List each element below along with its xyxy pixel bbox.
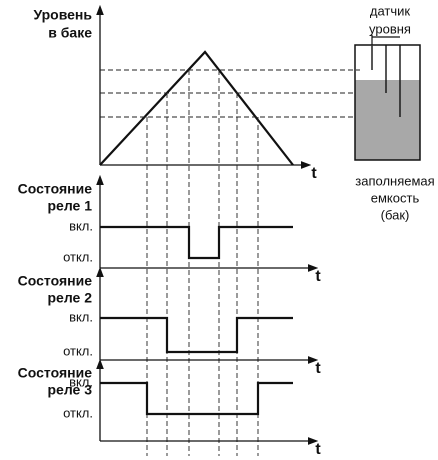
relay-title: реле 2 (47, 290, 92, 306)
level-title: в баке (48, 25, 92, 41)
tank-label: емкость (371, 190, 420, 205)
axis-label: t (311, 165, 317, 182)
level-title: Уровень (33, 7, 92, 23)
relay-signal (100, 227, 293, 258)
off-label: откл. (63, 343, 93, 358)
on-label: вкл. (69, 374, 93, 389)
sensor (360, 45, 372, 70)
level-curve (100, 52, 293, 165)
off-label: откл. (63, 249, 93, 264)
off-label: откл. (63, 405, 93, 420)
relay-signal (100, 383, 293, 414)
tank-label: (бак) (381, 207, 410, 222)
relay-title: Состояние (18, 181, 93, 197)
diagram: Уровень в баке t датчик уровня заполняем… (0, 0, 438, 460)
sensor-label: уровня (369, 21, 411, 36)
on-label: вкл. (69, 309, 93, 324)
tank-liquid (355, 80, 420, 160)
relay-title: реле 1 (47, 198, 92, 214)
axis-label: t (315, 268, 321, 285)
tank-label: заполняемая (355, 173, 434, 188)
sensor-label: датчик (370, 3, 411, 18)
on-label: вкл. (69, 218, 93, 233)
relay-title: Состояние (18, 273, 93, 289)
guides (147, 70, 258, 456)
relay-signal (100, 318, 293, 352)
axis-label: t (315, 360, 321, 377)
axis-label: t (315, 441, 321, 458)
